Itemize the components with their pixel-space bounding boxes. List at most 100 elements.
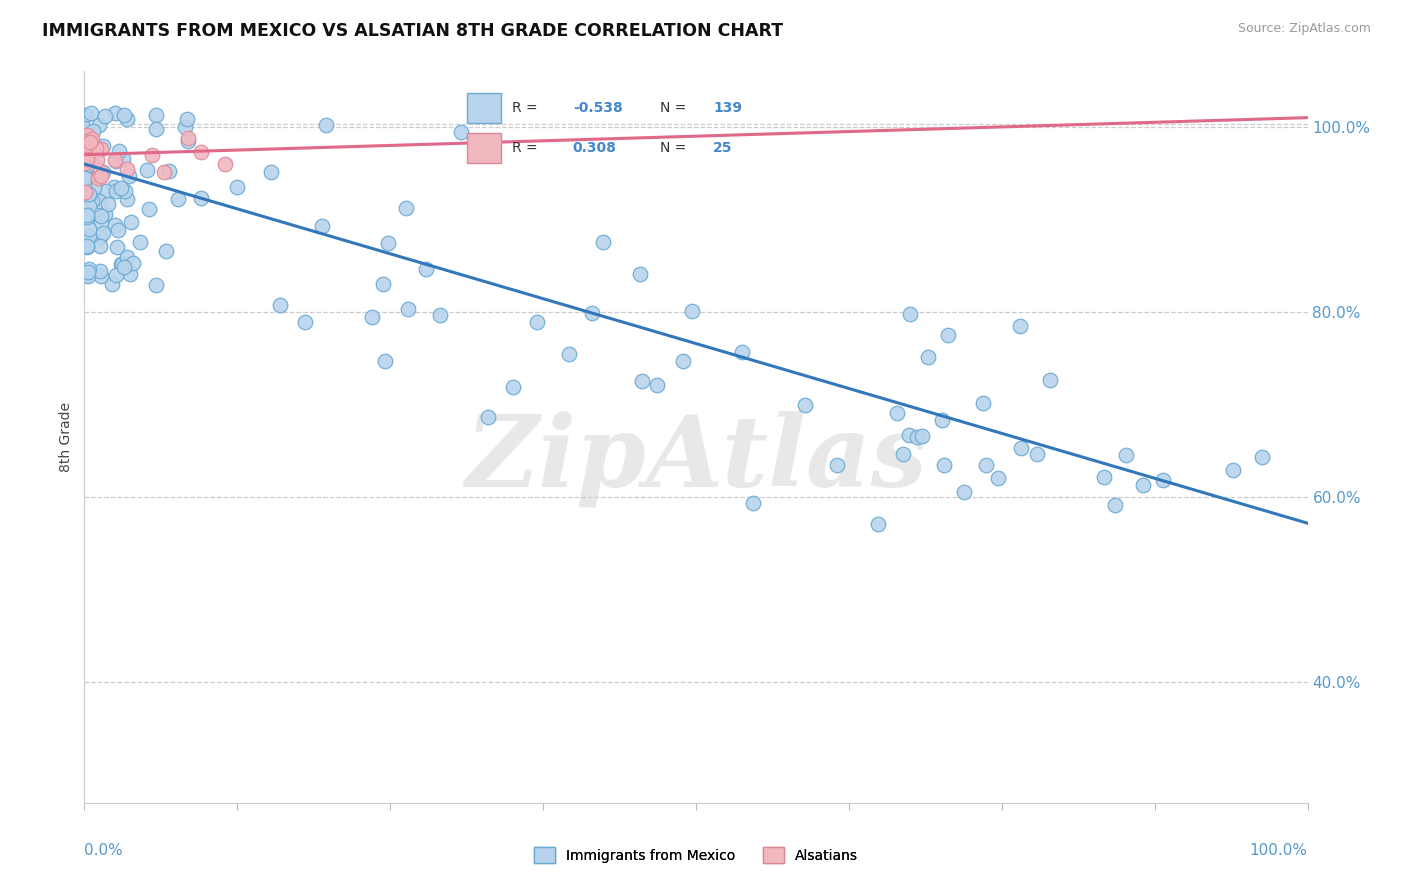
Point (898, 307, 921, 321)
Point (167, 192, 190, 206)
Point (450, 125, 472, 139)
Point (373, 353, 395, 368)
Point (73, 138, 96, 153)
Point (741, 496, 763, 510)
Point (105, 154, 128, 169)
Point (225, 180, 247, 194)
Point (315, 118, 337, 132)
Point (80, 194, 103, 208)
Point (260, 164, 283, 178)
Point (827, 458, 849, 473)
Point (89, 239, 111, 253)
Point (1250, 450, 1272, 464)
Point (145, 108, 167, 122)
Point (76, 211, 98, 225)
Point (94, 207, 117, 221)
Legend: Immigrants from Mexico, Alsatians: Immigrants from Mexico, Alsatians (529, 842, 863, 869)
Point (897, 427, 920, 442)
Point (90, 209, 112, 223)
Point (377, 235, 399, 250)
Point (111, 257, 134, 271)
Point (89, 118, 111, 132)
Point (97, 197, 120, 211)
Point (122, 256, 145, 270)
Point (115, 192, 138, 206)
Point (176, 134, 198, 148)
Point (79, 221, 101, 235)
Point (115, 162, 138, 177)
Point (86, 140, 108, 154)
Text: 0.0%: 0.0% (84, 843, 124, 858)
Point (592, 235, 614, 249)
Point (190, 145, 212, 160)
Y-axis label: 8th Grade: 8th Grade (59, 402, 73, 472)
Point (793, 398, 815, 412)
Point (76, 149, 98, 163)
Point (101, 277, 124, 291)
Point (214, 157, 236, 171)
Point (891, 447, 914, 461)
Point (76, 239, 98, 253)
Point (104, 153, 127, 168)
Point (153, 165, 176, 179)
Point (429, 308, 451, 322)
Point (90, 216, 112, 230)
Point (76, 208, 98, 222)
Point (502, 380, 524, 394)
Point (89, 163, 111, 178)
Point (77, 232, 100, 246)
Point (415, 262, 437, 277)
Point (76, 128, 98, 142)
Point (77, 261, 100, 276)
Point (558, 347, 581, 361)
Point (932, 458, 955, 473)
Point (115, 250, 138, 264)
Point (526, 314, 548, 328)
Point (77, 147, 100, 161)
Point (931, 413, 953, 427)
Point (73, 148, 96, 162)
Point (73, 170, 96, 185)
Point (1132, 477, 1154, 491)
Point (953, 485, 976, 500)
Point (75, 155, 97, 169)
Point (91, 226, 114, 240)
Point (91, 164, 114, 178)
Point (155, 244, 177, 258)
Point (83, 144, 105, 158)
Point (79, 135, 101, 149)
Point (103, 179, 125, 194)
Point (628, 267, 651, 281)
Point (76, 268, 98, 283)
Point (75, 135, 97, 149)
Point (911, 429, 934, 443)
Point (76, 268, 98, 282)
Point (112, 108, 135, 122)
Point (631, 374, 654, 388)
Point (371, 277, 394, 291)
Point (73, 141, 96, 155)
Point (141, 148, 163, 162)
Text: ZipAtlas: ZipAtlas (465, 411, 927, 508)
Point (311, 219, 333, 233)
Point (87, 171, 110, 186)
Point (1222, 463, 1244, 477)
Point (96, 184, 118, 198)
Point (157, 164, 180, 178)
Point (90, 142, 112, 156)
Point (866, 516, 889, 531)
Point (90, 269, 112, 284)
Point (112, 260, 135, 274)
Point (190, 190, 212, 204)
Point (1039, 373, 1062, 387)
Point (294, 315, 316, 329)
Point (76, 235, 98, 249)
Point (905, 430, 928, 444)
Point (972, 396, 994, 410)
Point (73, 120, 96, 135)
Point (82, 131, 104, 145)
Point (76, 240, 98, 254)
Point (114, 184, 136, 198)
Text: Source: ZipAtlas.com: Source: ZipAtlas.com (1237, 22, 1371, 36)
Point (396, 302, 419, 317)
